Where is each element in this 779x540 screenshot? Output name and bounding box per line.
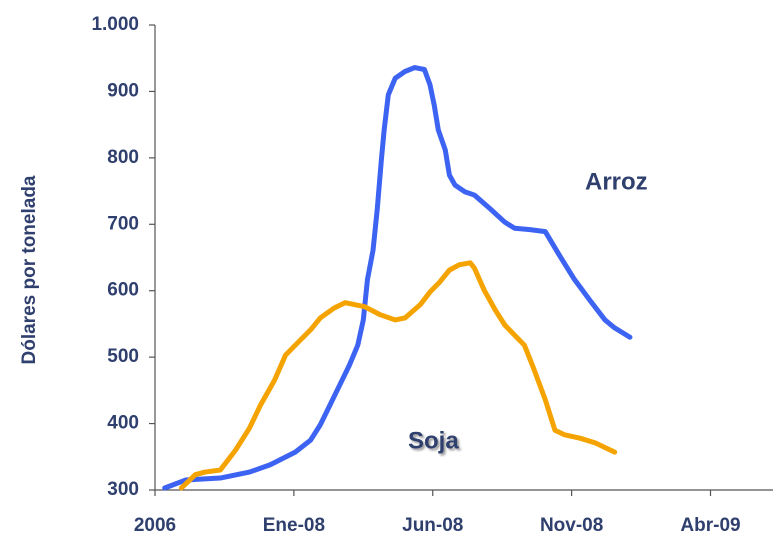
y-axis-label: Dólares por tonelada [19, 175, 40, 364]
series-label: Arroz [585, 168, 648, 195]
x-tick-label: Nov-08 [540, 515, 603, 536]
y-tick-label: 400 [107, 413, 139, 434]
y-tick-label: 300 [107, 479, 139, 500]
x-tick-label: 2006 [134, 515, 176, 536]
y-tick-label: 900 [107, 80, 139, 101]
y-tick-label: 1.000 [91, 14, 139, 35]
y-tick-label: 700 [107, 213, 139, 234]
x-tick-label: Ene-08 [263, 515, 325, 536]
x-tick-label: Abr-09 [680, 515, 740, 536]
y-tick-label: 500 [107, 346, 139, 367]
series-line [162, 65, 633, 491]
y-tick-label: 600 [107, 280, 139, 301]
y-tick-label: 800 [107, 147, 139, 168]
series-line [178, 260, 618, 491]
x-tick-label: Jun-08 [402, 515, 463, 536]
series-label: Soja [408, 427, 459, 454]
